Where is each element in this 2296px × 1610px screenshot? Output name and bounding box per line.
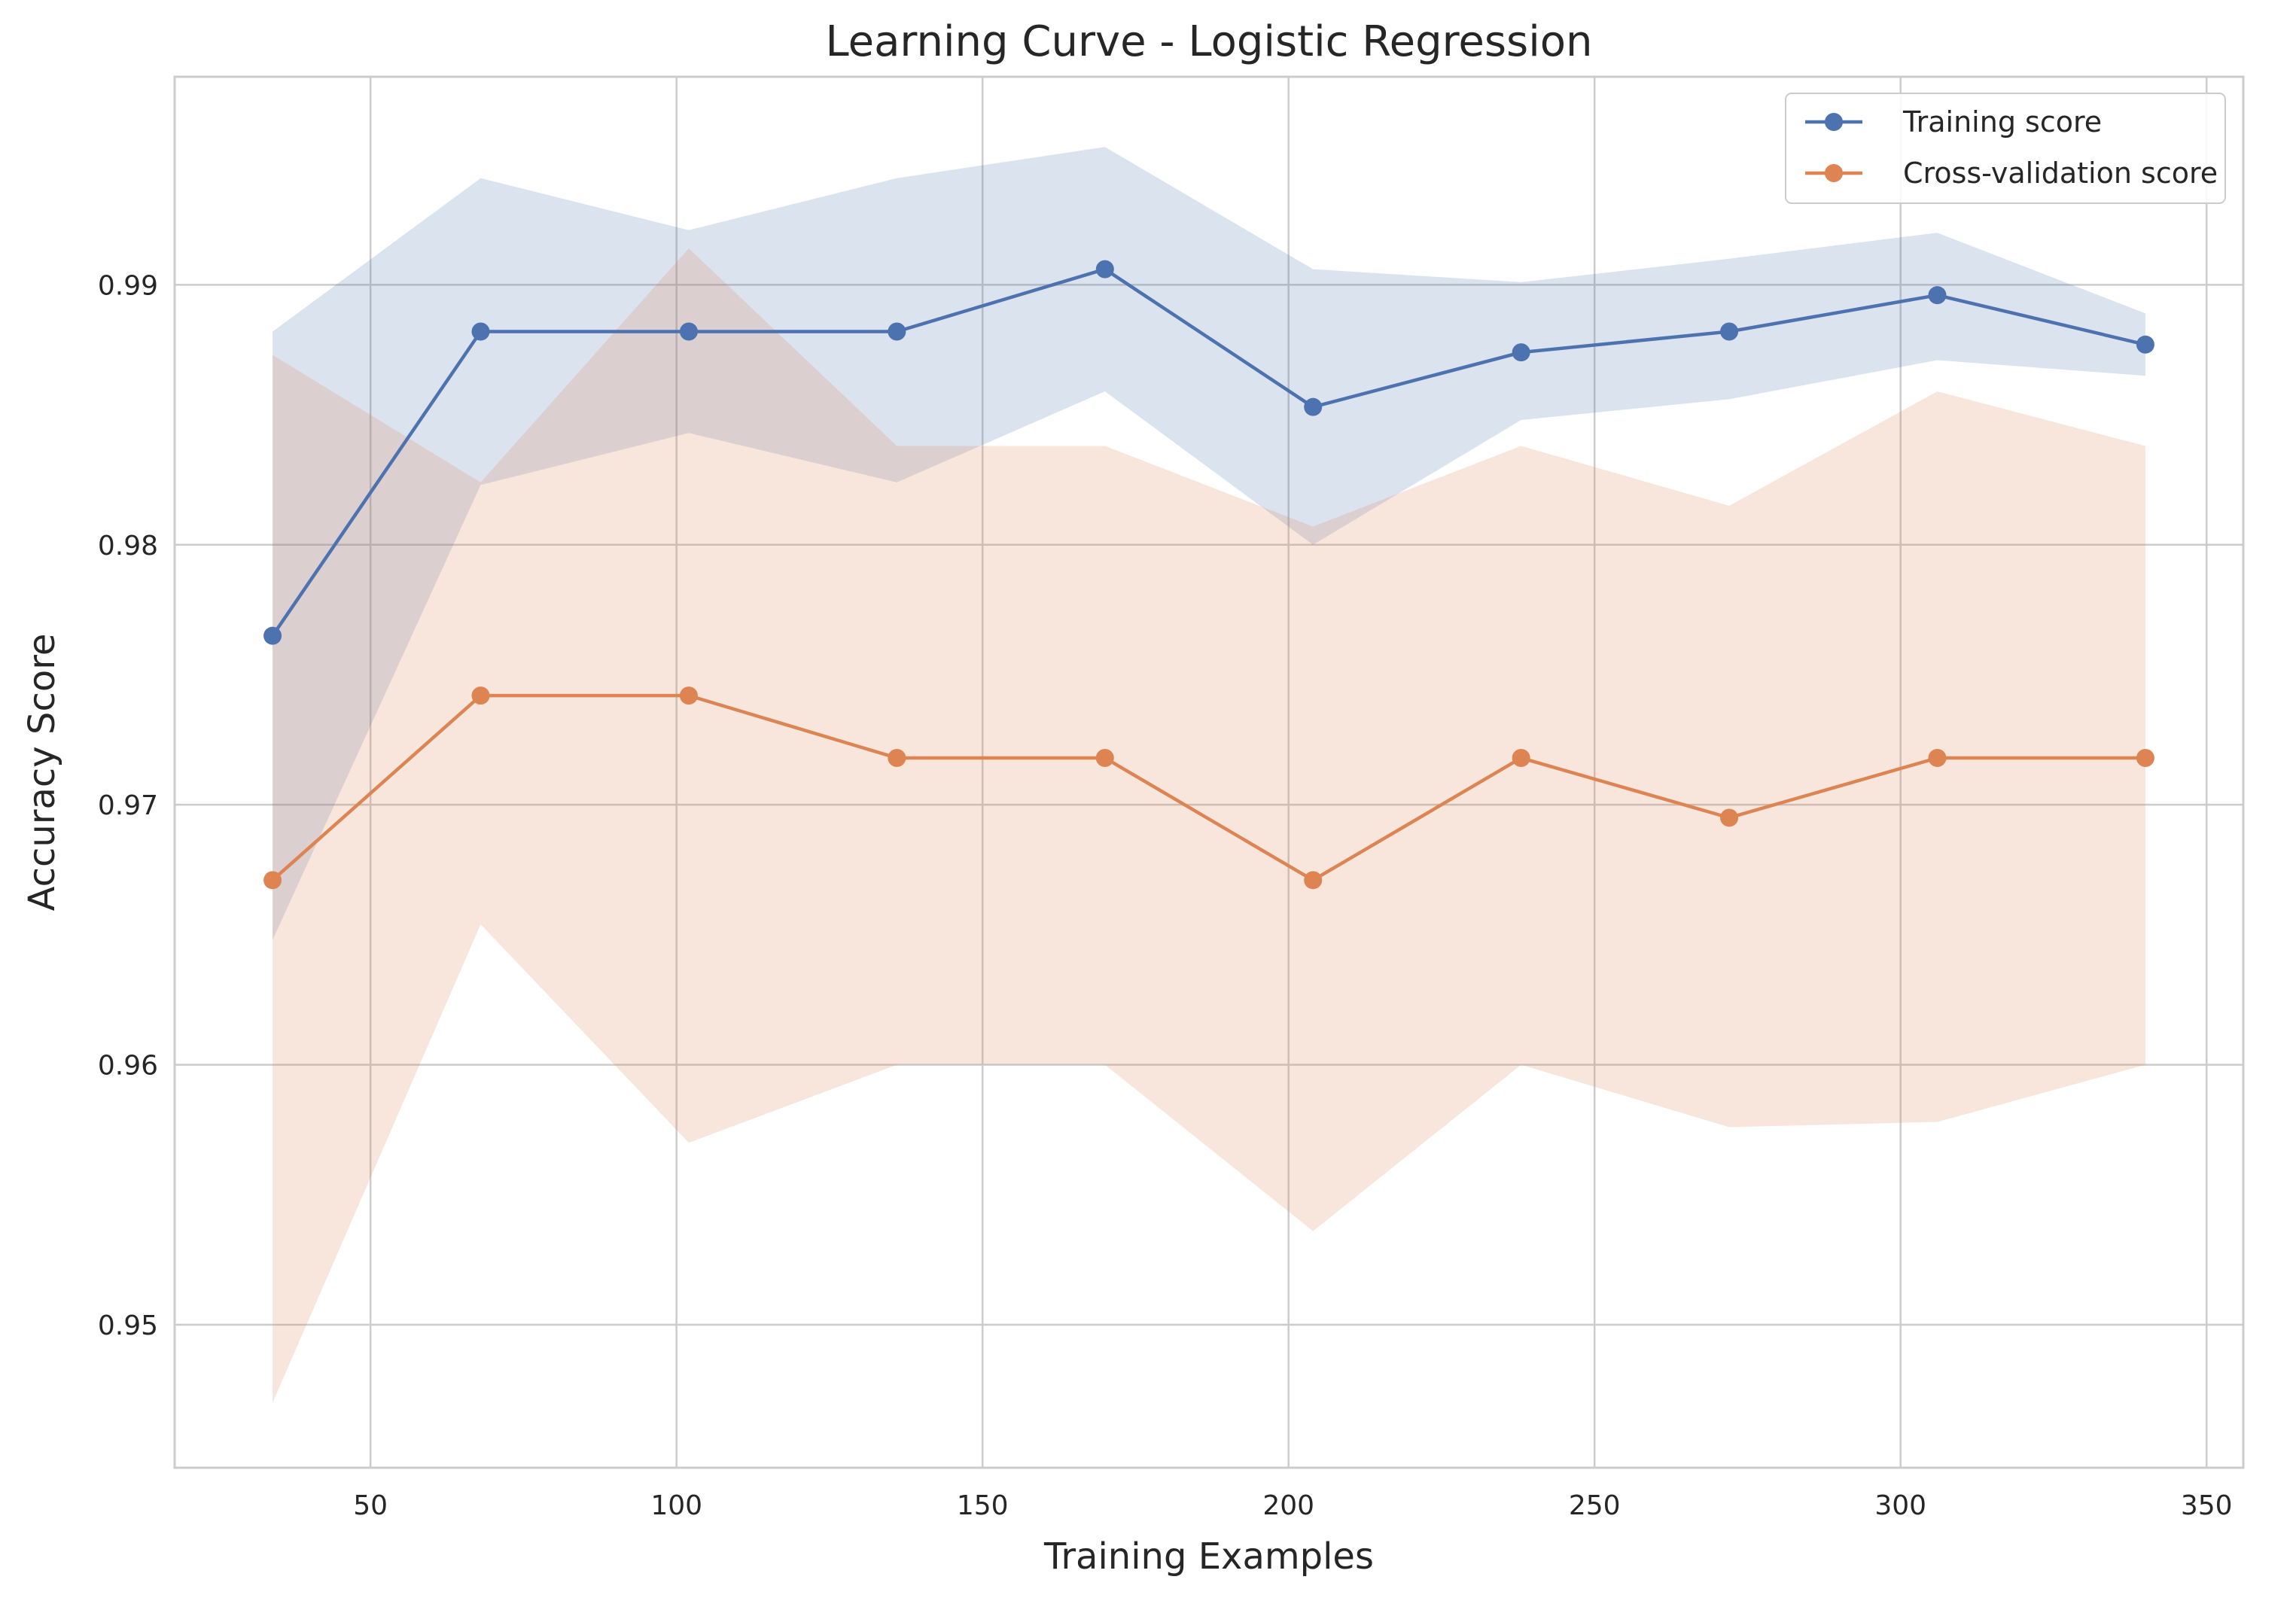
training-score-line (271, 267, 2146, 637)
training-score-point (263, 626, 282, 645)
y-tick-label: 0.95 (98, 1310, 158, 1341)
y-tick-label: 0.99 (98, 270, 158, 301)
cross-validation-score-point (1095, 749, 1114, 768)
grid-lines (175, 77, 2243, 1468)
training-score-band (273, 147, 2145, 940)
cross-validation-score-point (1512, 749, 1530, 768)
y-tick-label: 0.96 (98, 1051, 158, 1082)
cross-validation-score-point (471, 686, 490, 705)
x-tick-label: 150 (957, 1490, 1009, 1521)
legend: Training score Cross-validation score (1785, 93, 2226, 204)
cross-validation-score-point (1304, 871, 1323, 890)
x-axis-label: Training Examples (1043, 1535, 1374, 1578)
training-score-point (679, 322, 698, 341)
cross-validation-score-point (1928, 749, 1947, 768)
legend-box (1785, 93, 2226, 204)
x-tick-label: 100 (650, 1490, 702, 1521)
legend-cross-validation-marker (1825, 164, 1843, 182)
cross-validation-score-point (679, 686, 698, 705)
y-tick-label: 0.97 (98, 790, 158, 821)
x-tick-label: 350 (2181, 1490, 2233, 1521)
confidence-bands (273, 147, 2145, 1403)
chart-title: Learning Curve - Logistic Regression (825, 17, 1592, 66)
legend-training-label: Training score (1902, 105, 2102, 138)
training-score-point (1928, 286, 1947, 305)
series-markers (263, 260, 2154, 890)
legend-training-marker (1825, 113, 1843, 131)
training-score-point (888, 322, 906, 341)
x-tick-label: 200 (1262, 1490, 1314, 1521)
training-score-point (1720, 322, 1739, 341)
x-tick-label: 300 (1874, 1490, 1926, 1521)
y-tick-labels: 0.95 0.96 0.97 0.98 0.99 (98, 270, 158, 1341)
training-score-point (1095, 260, 1114, 278)
x-tick-labels: 50 100 150 200 250 300 350 (353, 1490, 2232, 1521)
cross-validation-score-point (2136, 749, 2154, 768)
training-score-point (2136, 335, 2154, 354)
cross-validation-score-point (888, 749, 906, 768)
x-tick-label: 50 (353, 1490, 388, 1521)
cross-validation-score-line (271, 693, 2145, 882)
plot-frame (173, 75, 2245, 1469)
training-score-point (471, 322, 490, 341)
training-score-point (1512, 343, 1530, 362)
y-tick-label: 0.98 (98, 531, 158, 562)
series-lines (271, 267, 2146, 882)
cross-validation-score-band (273, 248, 2145, 1403)
x-tick-label: 250 (1569, 1490, 1621, 1521)
cross-validation-score-point (1720, 808, 1739, 827)
y-axis-label: Accuracy Score (21, 634, 63, 912)
legend-cross-validation-label: Cross-validation score (1903, 157, 2218, 190)
cross-validation-score-point (263, 871, 282, 890)
training-score-point (1304, 397, 1323, 416)
